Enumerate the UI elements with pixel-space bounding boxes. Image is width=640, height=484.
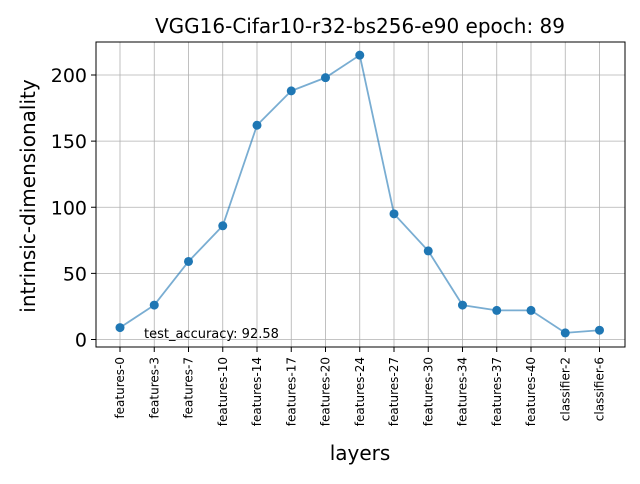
data-point (115, 323, 125, 333)
y-axis-label: intrinsic-dimensionality (16, 79, 40, 313)
x-tick-label: features-14 (250, 357, 264, 426)
x-tick-label: features-7 (182, 357, 196, 419)
x-tick-label: features-30 (421, 357, 435, 426)
data-point (595, 325, 604, 335)
data-point (458, 300, 467, 310)
x-tick-label: features-10 (216, 357, 230, 426)
x-tick-label: features-17 (284, 357, 298, 426)
series-layer (115, 50, 604, 338)
data-point (560, 328, 570, 338)
chart-title: VGG16-Cifar10-r32-bs256-e90 epoch: 89 (155, 14, 565, 38)
x-tick-label: features-34 (456, 357, 470, 426)
x-tick-label: features-24 (353, 357, 367, 426)
test-accuracy-annotation: test_accuracy: 92.58 (144, 327, 279, 342)
data-point (492, 305, 502, 315)
data-point (389, 209, 399, 219)
data-point (321, 73, 330, 83)
y-tick-label: 100 (51, 197, 87, 219)
data-point (526, 305, 536, 315)
x-tick-label: features-20 (319, 357, 333, 426)
x-tick-label: classifier-6 (593, 357, 607, 421)
x-tick-label: classifier-2 (558, 357, 572, 421)
x-tick-label: features-0 (113, 357, 127, 419)
x-tick-label: features-37 (490, 357, 504, 426)
data-point (184, 256, 193, 266)
data-point (218, 221, 228, 231)
data-point (423, 246, 433, 256)
y-tick-label: 200 (51, 65, 87, 87)
plot-frame (95, 41, 626, 348)
data-point (286, 86, 296, 96)
x-axis-label: layers (330, 441, 391, 465)
y-tick-label: 50 (63, 263, 87, 285)
y-tick-label: 0 (75, 330, 87, 352)
data-point (149, 300, 159, 310)
x-tick-label: features-3 (147, 357, 161, 419)
grid (96, 42, 625, 347)
y-tick-label: 150 (51, 131, 87, 153)
data-point (355, 50, 365, 60)
data-point (252, 120, 262, 130)
axes: features-0 features-3 features-7 features-1… (51, 65, 607, 426)
x-tick-label: features-40 (524, 357, 538, 426)
x-tick-label: features-27 (387, 357, 401, 426)
